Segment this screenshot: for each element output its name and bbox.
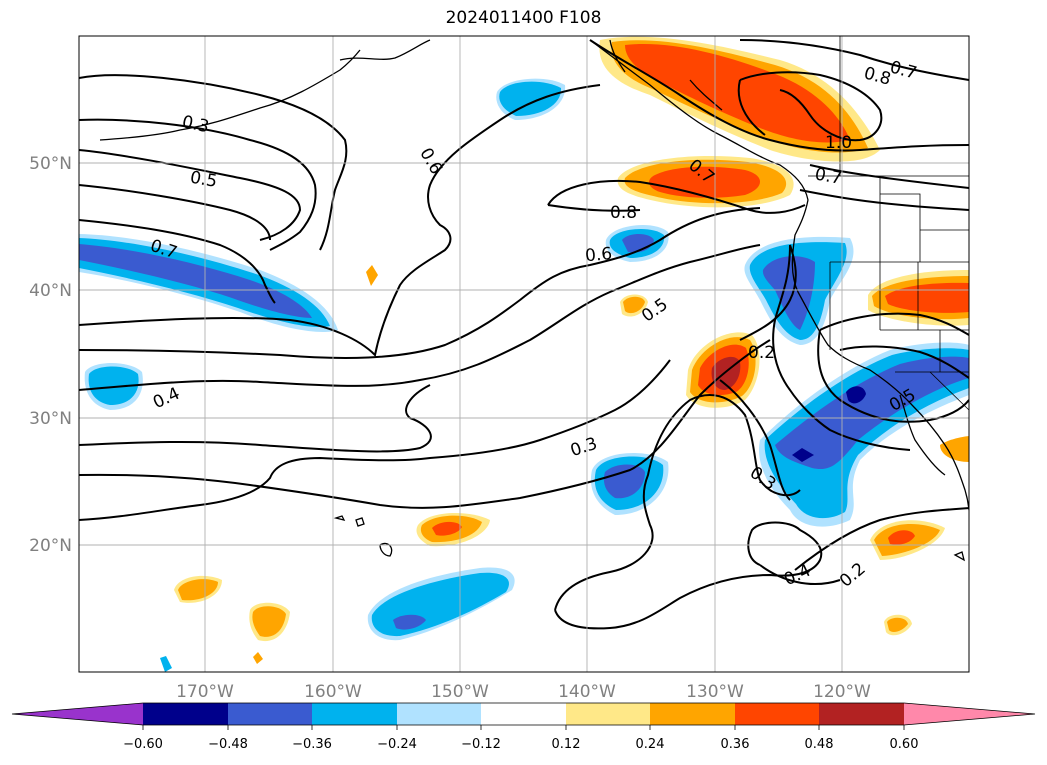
colorbar-segment [143, 703, 228, 725]
political-borders [808, 36, 969, 411]
colorbar-tick-label: 0.60 [890, 737, 919, 752]
colorbar-tick-label: −0.48 [208, 737, 248, 752]
colorbar: −0.60 −0.48 −0.36 −0.24 −0.12 0.12 0.24 … [11, 702, 1036, 752]
colorbar-under-arrow [12, 703, 143, 725]
lon-label: 120°W [813, 682, 871, 702]
colorbar-tick-label: −0.60 [123, 737, 163, 752]
graticule [79, 36, 969, 672]
colorbar-segment [650, 703, 735, 725]
contour-label: 0.5 [188, 168, 218, 192]
colorbar-segment [397, 703, 481, 725]
colorbar-tick-label: −0.12 [461, 737, 501, 752]
contour-label: 0.6 [584, 244, 613, 266]
colorbar-tick-label: 0.24 [636, 737, 665, 752]
plot-frame [78, 35, 970, 673]
lon-label: 150°W [431, 682, 489, 702]
contour-label: 0.7 [813, 165, 843, 189]
colorbar-segment [228, 703, 312, 725]
coastlines [99, 39, 969, 562]
contour-label: 0.8 [610, 203, 637, 223]
lon-label: 130°W [686, 682, 744, 702]
colorbar-tick-label: −0.36 [292, 737, 332, 752]
contour-lines [79, 39, 969, 630]
lon-label: 170°W [176, 682, 234, 702]
latitude-labels: 50°N 40°N 30°N 20°N [29, 154, 72, 556]
colorbar-segment [819, 703, 904, 725]
positive-anomaly-fills [174, 36, 969, 664]
longitude-labels: 170°W 160°W 150°W 140°W 130°W 120°W [176, 682, 871, 702]
colorbar-segment [566, 703, 650, 725]
colorbar-tick-label: 0.12 [552, 737, 581, 752]
colorbar-segment [312, 703, 397, 725]
colorbar-segment [481, 703, 566, 725]
colorbar-tick-label: −0.24 [377, 737, 417, 752]
lat-label: 40°N [29, 281, 72, 301]
contour-label: 0.2 [748, 343, 775, 363]
negative-anomaly-fills [79, 78, 969, 672]
lat-label: 20°N [29, 536, 72, 556]
contour-label: 1.0 [825, 133, 852, 153]
colorbar-tick-label: 0.36 [721, 737, 750, 752]
colorbar-over-arrow [904, 703, 1035, 725]
colorbar-segment [735, 703, 819, 725]
lon-label: 160°W [304, 682, 362, 702]
map-title: 2024011400 F108 [445, 8, 602, 28]
colorbar-tick-label: 0.48 [805, 737, 834, 752]
lon-label: 140°W [558, 682, 616, 702]
lat-label: 30°N [29, 409, 72, 429]
lat-label: 50°N [29, 154, 72, 174]
